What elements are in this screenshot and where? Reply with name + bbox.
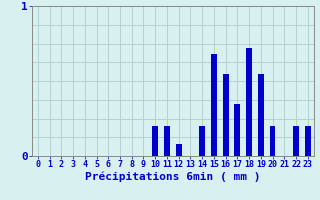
X-axis label: Précipitations 6min ( mm ): Précipitations 6min ( mm ) bbox=[85, 172, 260, 182]
Bar bbox=[164, 126, 170, 156]
Bar bbox=[152, 126, 158, 156]
Bar bbox=[305, 126, 311, 156]
Bar bbox=[211, 54, 217, 156]
Bar bbox=[246, 48, 252, 156]
Bar bbox=[223, 73, 228, 156]
Bar bbox=[270, 126, 276, 156]
Bar bbox=[199, 126, 205, 156]
Bar bbox=[176, 144, 182, 156]
Bar bbox=[293, 126, 299, 156]
Bar bbox=[258, 73, 264, 156]
Bar bbox=[235, 104, 240, 156]
